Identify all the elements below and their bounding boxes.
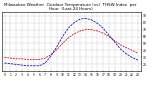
Text: Milwaukee Weather  Outdoor Temperature (vs)  THSW Index  per Hour  (Last 24 Hour: Milwaukee Weather Outdoor Temperature (v… bbox=[4, 3, 137, 11]
